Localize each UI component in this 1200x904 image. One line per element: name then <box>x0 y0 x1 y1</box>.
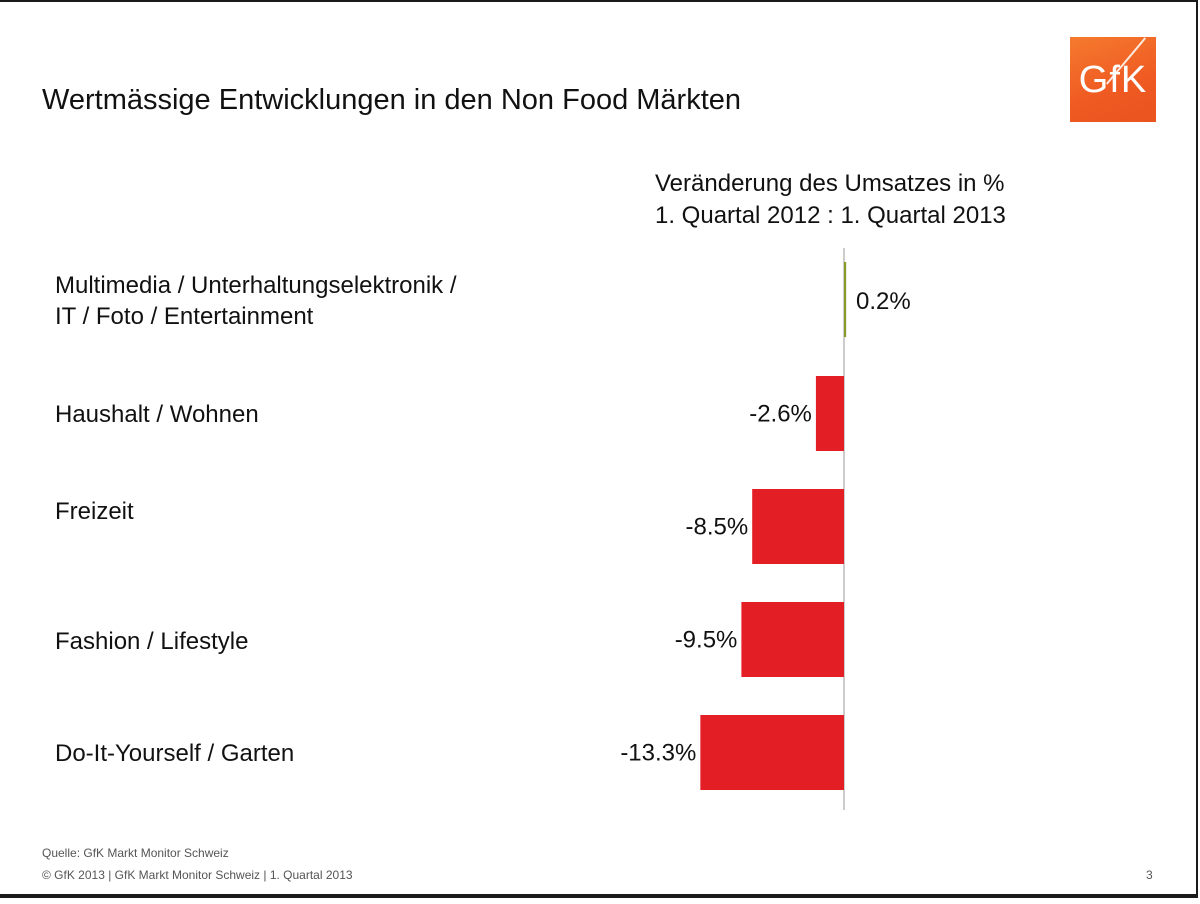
category-label-fashion: Fashion / Lifestyle <box>55 628 249 655</box>
bar-4 <box>700 715 844 790</box>
category-label-freizeit: Freizeit <box>55 498 134 525</box>
page-number: 3 <box>1146 868 1153 882</box>
bar-3 <box>741 602 844 677</box>
page-title: Wertmässige Entwicklungen in den Non Foo… <box>42 84 742 116</box>
bar-1 <box>815 376 844 451</box>
chart-subtitle: 1. Quartal 2012 : 1. Quartal 2013 <box>655 202 1006 229</box>
category-label-line-2: IT / Foto / Entertainment <box>55 303 314 330</box>
category-label-multimedia: Multimedia / Unterhaltungselektronik / I… <box>55 270 457 332</box>
bar-2 <box>752 489 844 564</box>
source-note: Quelle: GfK Markt Monitor Schweiz <box>42 846 229 860</box>
logo-text: GfK <box>1078 59 1148 101</box>
category-label-haushalt: Haushalt / Wohnen <box>55 401 259 428</box>
data-label-2: -8.5% <box>685 514 748 541</box>
data-label-4: -13.3% <box>620 740 696 767</box>
bar-0 <box>844 262 847 337</box>
chart-header: Veränderung des Umsatzes in % 1. Quartal… <box>655 168 1006 232</box>
category-label-diy: Do-It-Yourself / Garten <box>55 740 295 767</box>
category-label-line-1: Multimedia / Unterhaltungselektronik / <box>55 272 457 299</box>
data-label-3: -9.5% <box>675 627 738 654</box>
footer-text: © GfK 2013 | GfK Markt Monitor Schweiz |… <box>42 868 353 882</box>
gfk-logo: GfK <box>1070 37 1156 122</box>
data-label-1: -2.6% <box>749 401 812 428</box>
data-label-0: 0.2% <box>856 288 911 315</box>
chart-title: Veränderung des Umsatzes in % <box>655 170 1005 197</box>
